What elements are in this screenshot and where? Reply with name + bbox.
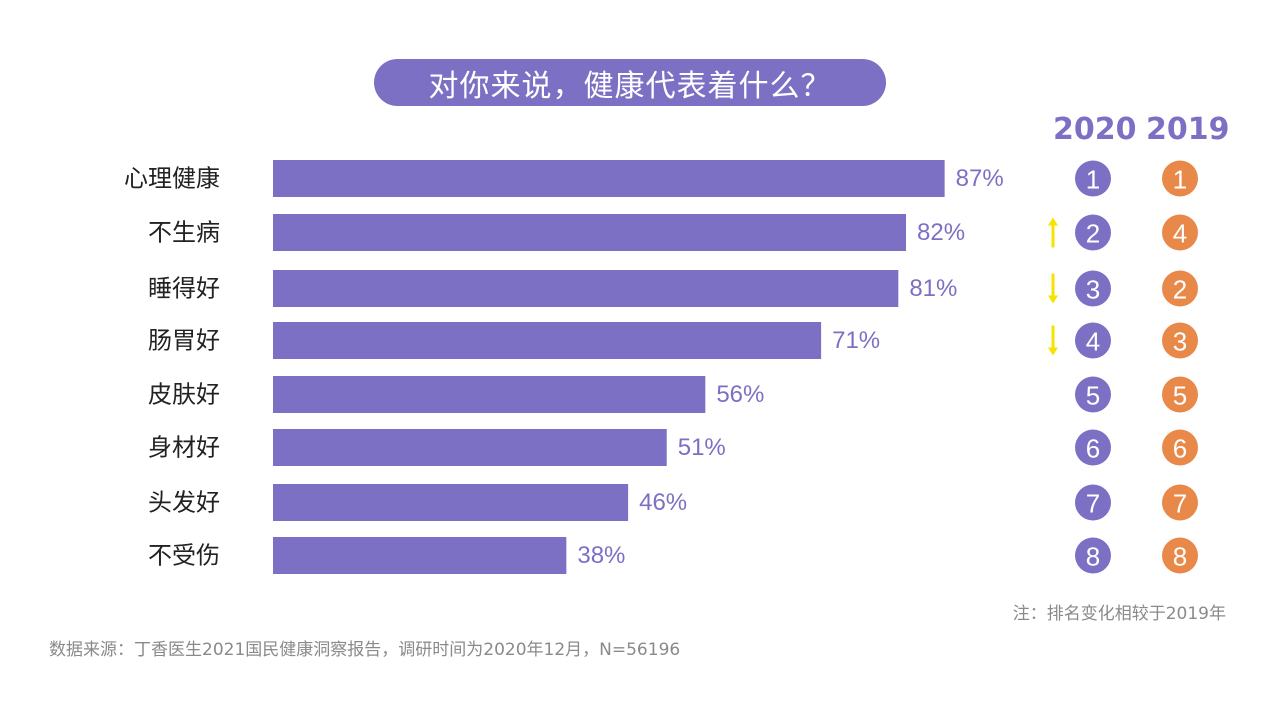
chart-title: 对你来说，健康代表着什么？ xyxy=(374,59,886,106)
rank-2019-number: 6 xyxy=(1173,434,1187,464)
bar xyxy=(273,160,945,197)
rank-2020-badge xyxy=(1075,214,1111,251)
year-2019-header: 2019 xyxy=(1146,112,1230,147)
rank-2020-number: 1 xyxy=(1086,165,1100,195)
value-label: 38% xyxy=(577,542,625,569)
value-label: 56% xyxy=(716,381,764,408)
rank-2020-number: 8 xyxy=(1086,542,1100,572)
year-2020-header: 2020 xyxy=(1053,112,1137,147)
rank-2019-number: 1 xyxy=(1173,165,1187,195)
rank-2019-badge xyxy=(1162,537,1198,574)
category-label: 肠胃好 xyxy=(148,327,220,355)
rank-2020-badge xyxy=(1075,270,1111,307)
rank-2020-number: 6 xyxy=(1086,434,1100,464)
rank-2019-badge xyxy=(1162,160,1198,197)
rank-change-note: 注：排名变化相较于2019年 xyxy=(1012,604,1226,624)
rank-2020-number: 7 xyxy=(1086,489,1100,519)
category-label: 睡得好 xyxy=(148,275,220,303)
rank-2019-badge xyxy=(1162,484,1198,521)
rank-2019-number: 2 xyxy=(1173,275,1187,305)
rank-2020-number: 3 xyxy=(1086,275,1100,305)
rank-up-arrow-icon xyxy=(1048,217,1058,248)
data-source: 数据来源：丁香医生2021国民健康洞察报告，调研时间为2020年12月，N=56… xyxy=(49,640,681,660)
bar xyxy=(273,376,706,413)
category-label: 身材好 xyxy=(148,434,220,462)
value-label: 51% xyxy=(678,434,726,461)
rank-down-arrow-icon xyxy=(1048,273,1058,304)
rank-2019-number: 3 xyxy=(1173,327,1187,357)
rank-2020-badge xyxy=(1075,322,1111,359)
bar xyxy=(273,429,667,466)
category-label: 皮肤好 xyxy=(148,381,220,409)
rank-2020-badge xyxy=(1075,537,1111,574)
rank-2020-badge xyxy=(1075,160,1111,197)
rank-2020-badge xyxy=(1075,484,1111,521)
rank-2019-badge xyxy=(1162,429,1198,466)
category-label: 心理健康 xyxy=(124,165,220,193)
category-label: 不生病 xyxy=(148,219,220,247)
rank-2020-number: 2 xyxy=(1086,219,1100,249)
rank-2019-badge xyxy=(1162,322,1198,359)
rank-2019-number: 5 xyxy=(1173,381,1187,411)
bar xyxy=(273,322,822,359)
value-label: 46% xyxy=(639,489,687,516)
rank-down-arrow-icon xyxy=(1048,325,1058,356)
rank-2020-number: 4 xyxy=(1086,327,1100,357)
rank-2019-badge xyxy=(1162,270,1198,307)
rank-2019-number: 8 xyxy=(1173,542,1187,572)
bar xyxy=(273,270,899,307)
rank-2020-badge xyxy=(1075,376,1111,413)
bar xyxy=(273,484,629,521)
value-label: 87% xyxy=(956,165,1004,192)
bar xyxy=(273,214,907,251)
rank-2020-number: 5 xyxy=(1086,381,1100,411)
value-label: 81% xyxy=(909,275,957,302)
value-label: 71% xyxy=(832,327,880,354)
category-label: 不受伤 xyxy=(148,542,220,570)
category-label: 头发好 xyxy=(148,489,220,517)
rank-2019-number: 7 xyxy=(1173,489,1187,519)
rank-2020-badge xyxy=(1075,429,1111,466)
rank-2019-badge xyxy=(1162,214,1198,251)
rank-2019-number: 4 xyxy=(1173,219,1187,249)
value-label: 82% xyxy=(917,219,965,246)
rank-2019-badge xyxy=(1162,376,1198,413)
bar xyxy=(273,537,567,574)
